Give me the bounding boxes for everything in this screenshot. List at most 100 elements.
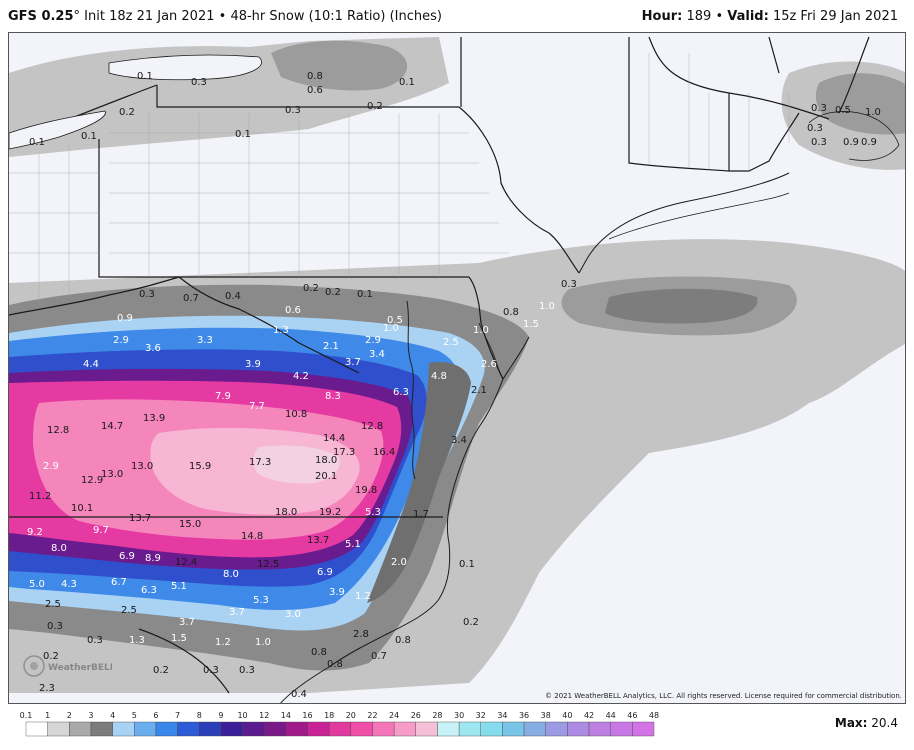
legend-tick-label: 38: [541, 711, 551, 720]
snowfall-value-label: 2.5: [45, 599, 61, 610]
chesapeake-bay: [406, 300, 416, 480]
legend-swatch: [393, 721, 416, 737]
snowfall-value-label: 10.8: [285, 409, 307, 420]
snowfall-value-label: 1.0: [473, 325, 489, 336]
snowfall-value-label: 0.2: [303, 283, 319, 294]
snowfall-value-label: 0.9: [117, 313, 133, 324]
snowfall-value-label: 0.7: [183, 293, 199, 304]
snowfall-value-label: 19.2: [319, 507, 341, 518]
snowfall-value-label: 1.5: [523, 319, 539, 330]
snowfall-value-label: 1.2: [215, 637, 231, 648]
snowfall-value-label: 13.0: [131, 461, 153, 472]
legend-swatch: [502, 721, 525, 737]
legend-tick-label: 26: [411, 711, 421, 720]
legend-tick-label: 9: [218, 711, 223, 720]
snowfall-value-label: 8.9: [145, 553, 161, 564]
legend-swatch: [155, 721, 178, 737]
snowfall-value-label: 2.9: [365, 335, 381, 346]
snowfall-value-label: 5.3: [365, 507, 381, 518]
snowfall-value-label: 0.6: [285, 305, 301, 316]
snowfall-value-label: 6.3: [393, 387, 409, 398]
legend-tick-label: 14: [281, 711, 291, 720]
legend-tick-label: 16: [302, 711, 312, 720]
snowfall-value-label: 12.5: [257, 559, 279, 570]
legend-tick-label: 7: [175, 711, 180, 720]
snowfall-value-label: 18.0: [315, 455, 337, 466]
legend-tick-label: 40: [562, 711, 572, 720]
snowfall-value-label: 0.5: [387, 315, 403, 326]
legend-swatch: [632, 721, 655, 737]
legend-swatch: [567, 721, 590, 737]
snowfall-value-label: 0.1: [399, 77, 415, 88]
snowfall-value-label: 1.0: [539, 301, 555, 312]
snowfall-value-label: 3.4: [369, 349, 385, 360]
legend-tick-label: 5: [132, 711, 137, 720]
legend-tick-label: 8: [197, 711, 202, 720]
legend-tick-label: 34: [497, 711, 507, 720]
snowfall-value-label: 0.3: [139, 289, 155, 300]
snowfall-value-label: 2.1: [471, 385, 487, 396]
legend-tick-label: 46: [627, 711, 637, 720]
model-name: GFS 0.25: [8, 9, 74, 24]
legend-tick-label: 3: [88, 711, 93, 720]
snowfall-value-label: 0.3: [811, 137, 827, 148]
snowfall-value-label: 15.0: [179, 519, 201, 530]
legend-swatch: [47, 721, 70, 737]
snowfall-value-label: 2.9: [43, 461, 59, 472]
snowfall-value-label: 2.5: [443, 337, 459, 348]
snowfall-value-label: 0.8: [503, 307, 519, 318]
legend-swatch: [307, 721, 330, 737]
legend-tick-label: 24: [389, 711, 399, 720]
legend-tick-label: 2: [67, 711, 72, 720]
legend-tick-label: 12: [259, 711, 269, 720]
snowfall-value-label: 0.3: [561, 279, 577, 290]
coastal-dark-band: [367, 361, 471, 603]
init-time: Init 18z 21 Jan 2021: [84, 9, 215, 24]
snowfall-value-label: 6.9: [119, 551, 135, 562]
snow-swath-peak: [253, 445, 340, 484]
snowfall-value-label: 3.7: [179, 617, 195, 628]
legend-swatch: [177, 721, 200, 737]
snowfall-value-label: 0.8: [307, 71, 323, 82]
snowfall-value-label: 14.7: [101, 421, 123, 432]
snowfall-value-label: 1.3: [129, 635, 145, 646]
snowfall-value-label: 0.1: [137, 71, 153, 82]
snowfall-value-label: 11.2: [29, 491, 51, 502]
legend-swatch: [372, 721, 395, 737]
map-canvas: 0.10.30.20.10.10.10.30.80.60.10.2 0.3 0.5 1…: [9, 33, 905, 703]
snowfall-value-label: 5.3: [253, 595, 269, 606]
lake-ontario: [108, 54, 262, 81]
snowfall-value-label: 15.9: [189, 461, 211, 472]
snowfall-value-label: 0.2: [367, 101, 383, 112]
legend-swatch: [220, 721, 243, 737]
legend-tick-label: 10: [237, 711, 247, 720]
snowfall-value-label: 2.0: [391, 557, 407, 568]
snowfall-value-label: 3.6: [145, 343, 161, 354]
legend-swatch: [545, 721, 568, 737]
snowfall-value-label: 0.1: [235, 129, 251, 140]
snowfall-value-label: 2.9: [113, 335, 129, 346]
snowfall-value-label: 0.3: [811, 103, 827, 114]
snowfall-value-label: 16.4: [373, 447, 395, 458]
snowfall-value-label: 0.1: [81, 131, 97, 142]
legend-swatch: [264, 721, 287, 737]
snowfall-map: 0.1 0.3 0.2 0.1 0.1 0.1 0.3 0.8 0.6 0.1 0.2 0.3 0.5 1…: [8, 32, 906, 704]
snowfall-value-label: 0.3: [87, 635, 103, 646]
snow-band-new-england-dark: [815, 73, 905, 135]
legend-tick-label: 30: [454, 711, 464, 720]
snowfall-value-label: 4.3: [61, 579, 77, 590]
snowfall-value-label: 0.1: [29, 137, 45, 148]
legend-tick-label: 20: [346, 711, 356, 720]
product-name: 48-hr Snow (10:1 Ratio) (Inches): [230, 9, 442, 24]
snowfall-value-label: 1.7: [413, 509, 429, 520]
snowfall-value-label: 0.2: [119, 107, 135, 118]
snowfall-value-label: 2.8: [353, 629, 369, 640]
color-scale-legend: 0.1 1 2 3 4 5 6 7 8 9 10 12 14 16 18 20 22 24 26 28 30 32 34 36…: [20, 711, 659, 737]
snowfall-value-label: 0.8: [311, 647, 327, 658]
legend-swatch: [25, 721, 48, 737]
snowfall-value-label: 5.1: [345, 539, 361, 550]
max-value: Max: 20.4: [835, 716, 898, 730]
snowfall-value-label: 1.0: [383, 323, 399, 334]
snowfall-value-label: 3.3: [197, 335, 213, 346]
snowfall-value-label: 0.1: [357, 289, 373, 300]
